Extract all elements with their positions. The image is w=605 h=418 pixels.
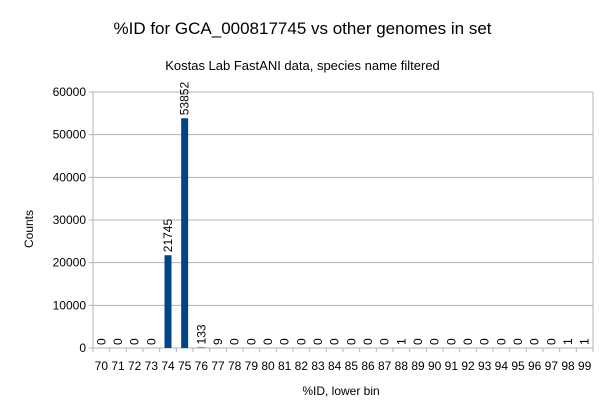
data-label-74: 21745 — [161, 219, 175, 253]
y-tick-label: 0 — [79, 341, 86, 355]
x-tick-label: 89 — [411, 359, 425, 373]
data-label-82: 0 — [294, 338, 308, 345]
data-label-71: 0 — [111, 338, 125, 345]
data-label-85: 0 — [344, 338, 358, 345]
chart-subtitle: Kostas Lab FastANI data, species name fi… — [165, 58, 440, 73]
bar-75 — [181, 118, 189, 348]
data-label-87: 0 — [378, 338, 392, 345]
data-label-72: 0 — [128, 338, 142, 345]
x-tick-label: 87 — [378, 359, 392, 373]
data-label-92: 0 — [461, 338, 475, 345]
bar-74 — [164, 255, 172, 348]
data-label-86: 0 — [361, 338, 375, 345]
bars — [164, 118, 589, 348]
x-axis-label: %ID, lower bin — [302, 384, 379, 398]
data-label-88: 1 — [394, 338, 408, 345]
gridlines — [89, 91, 594, 349]
data-label-76: 133 — [194, 324, 208, 344]
data-label-80: 0 — [261, 338, 275, 345]
x-tick-label: 84 — [328, 359, 342, 373]
data-label-77: 9 — [211, 338, 225, 345]
x-tick-label: 73 — [145, 359, 159, 373]
x-tick-label: 97 — [545, 359, 559, 373]
x-tick-label: 77 — [211, 359, 225, 373]
data-label-93: 0 — [478, 338, 492, 345]
data-label-78: 0 — [228, 338, 242, 345]
x-tick-label: 72 — [128, 359, 142, 373]
x-tick-label: 91 — [445, 359, 459, 373]
data-label-95: 0 — [511, 338, 525, 345]
x-axis-ticks: 70 71 72 73 74 75 76 77 78 79 80 81 82 83 84 85 86 87 88 89… — [92, 348, 594, 373]
y-tick-label: 20000 — [53, 256, 87, 270]
x-tick-label: 94 — [495, 359, 509, 373]
data-label-89: 0 — [411, 338, 425, 345]
x-tick-label: 80 — [261, 359, 275, 373]
data-label-75: 53852 — [178, 82, 192, 116]
x-tick-label: 85 — [345, 359, 359, 373]
x-tick-label: 88 — [395, 359, 409, 373]
x-tick-label: 76 — [195, 359, 209, 373]
y-tick-label: 30000 — [53, 213, 87, 227]
data-label-96: 0 — [528, 338, 542, 345]
data-label-90: 0 — [428, 338, 442, 345]
x-tick-label: 70 — [95, 359, 109, 373]
bar-76 — [197, 347, 205, 348]
chart-title: %ID for GCA_000817745 vs other genomes i… — [113, 19, 492, 38]
y-tick-label: 40000 — [53, 170, 87, 184]
data-label-81: 0 — [278, 338, 292, 345]
data-label-83: 0 — [311, 338, 325, 345]
x-tick-label: 90 — [428, 359, 442, 373]
x-tick-label: 93 — [478, 359, 492, 373]
x-tick-label: 83 — [311, 359, 325, 373]
x-tick-label: 95 — [511, 359, 525, 373]
y-axis-ticks: 0 10000 20000 30000 40000 50000 60000 — [53, 85, 87, 355]
x-tick-label: 98 — [561, 359, 575, 373]
x-tick-label: 71 — [111, 359, 125, 373]
data-label-73: 0 — [144, 338, 158, 345]
x-tick-label: 82 — [295, 359, 309, 373]
data-label-91: 0 — [444, 338, 458, 345]
x-tick-label: 81 — [278, 359, 292, 373]
data-label-70: 0 — [94, 338, 108, 345]
y-tick-label: 50000 — [53, 128, 87, 142]
x-tick-label: 74 — [161, 359, 175, 373]
data-label-94: 0 — [494, 338, 508, 345]
x-tick-label: 86 — [361, 359, 375, 373]
y-tick-label: 10000 — [53, 298, 87, 312]
y-axis-label: Counts — [22, 210, 36, 248]
y-tick-label: 60000 — [53, 85, 87, 99]
data-label-97: 0 — [544, 338, 558, 345]
x-tick-label: 75 — [178, 359, 192, 373]
x-tick-label: 78 — [228, 359, 242, 373]
x-tick-label: 96 — [528, 359, 542, 373]
data-label-99: 1 — [578, 338, 592, 345]
data-label-84: 0 — [328, 338, 342, 345]
x-tick-label: 92 — [461, 359, 475, 373]
data-label-98: 1 — [561, 338, 575, 345]
data-label-79: 0 — [244, 338, 258, 345]
x-tick-label: 99 — [578, 359, 592, 373]
x-tick-label: 79 — [245, 359, 259, 373]
